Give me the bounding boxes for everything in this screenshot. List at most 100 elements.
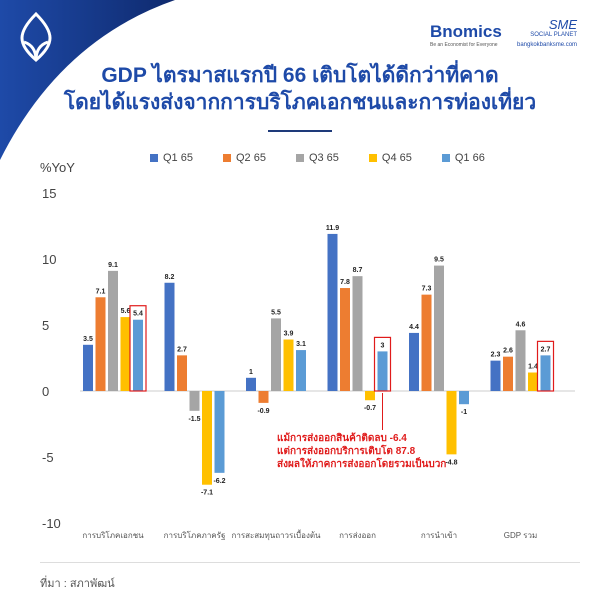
- bar: [446, 391, 457, 455]
- legend-label: Q1 66: [454, 152, 485, 164]
- legend-label: Q2 65: [235, 152, 266, 164]
- legend-swatch: [441, 154, 450, 162]
- data-label: 5.5: [271, 309, 281, 316]
- x-tick-label: การส่งออก: [339, 531, 376, 540]
- legend-item: Q2 65: [222, 152, 266, 164]
- data-label: -6.2: [213, 478, 225, 485]
- source-text: ที่มา : สภาพัฒน์: [40, 578, 115, 590]
- legend-swatch: [222, 154, 231, 162]
- x-tick-label: การบริโภคภาครัฐ: [164, 530, 226, 540]
- y-tick-label: -5: [42, 450, 54, 465]
- legend-label: Q4 65: [381, 152, 412, 164]
- bar: [258, 391, 269, 403]
- bar: [296, 350, 306, 391]
- bar: [108, 270, 118, 391]
- legend-item: Q1 66: [441, 152, 485, 164]
- data-label: 4.6: [516, 321, 526, 328]
- data-label: 3.1: [296, 341, 306, 348]
- sme-logo: SME SOCIAL PLANET bangkokbanksme.com: [517, 17, 578, 50]
- bank-logo-icon: [20, 11, 52, 62]
- bar: [434, 265, 444, 391]
- bar: [528, 372, 538, 391]
- data-label: 4.4: [409, 324, 419, 331]
- highlight-box: [536, 340, 555, 392]
- bar: [421, 294, 432, 391]
- annotation-note: แม้การส่งออกสินค้าติดลบ -6.4 แต่การส่งออ…: [277, 432, 446, 471]
- data-label: 5.6: [121, 308, 131, 315]
- data-label: -0.9: [257, 408, 269, 415]
- bar: [409, 332, 419, 391]
- page-title: GDP ไตรมาสแรกปี 66 เติบโตได้ดีกว่าที่คาด…: [0, 62, 600, 116]
- y-tick-label: 5: [42, 318, 49, 333]
- title-line-1: GDP ไตรมาสแรกปี 66 เติบโตได้ดีกว่าที่คาด: [101, 64, 499, 87]
- note-line: ส่งผลให้ภาคการส่งออกโดยรวมเป็นบวก: [277, 459, 447, 470]
- bnomics-tagline: Be an Economist for Everyone: [430, 42, 498, 48]
- data-label: 8.7: [353, 267, 363, 274]
- data-label: 1.4: [528, 364, 538, 371]
- bar: [377, 351, 388, 391]
- legend-swatch: [295, 154, 304, 162]
- bar: [120, 317, 131, 391]
- legend-item: Q4 65: [368, 152, 412, 164]
- data-label: -4.8: [445, 459, 457, 466]
- bar: [95, 297, 106, 391]
- legend-label: Q1 65: [163, 152, 193, 164]
- legend-item: Q1 65: [150, 152, 193, 164]
- data-label: 11.9: [326, 225, 339, 232]
- data-label: 3.9: [284, 331, 294, 338]
- x-tick-label: การนำเข้า: [421, 531, 457, 540]
- note-line: แม้การส่งออกสินค้าติดลบ -6.4: [277, 433, 407, 444]
- bar: [202, 391, 212, 485]
- data-label: 3.5: [83, 336, 93, 343]
- bar: [271, 318, 281, 391]
- sme-sub: SOCIAL PLANET: [530, 32, 578, 38]
- highlight-box: [373, 336, 392, 392]
- data-label: 8.2: [165, 274, 175, 281]
- bar: [189, 391, 200, 411]
- bar: [83, 344, 93, 391]
- sme-text: SME: [548, 17, 578, 32]
- x-tick-label: การบริโภคเอกชน: [82, 530, 144, 540]
- y-tick-label: -10: [42, 516, 61, 531]
- data-label: 7.8: [340, 279, 350, 286]
- bar: [246, 377, 256, 391]
- bar: [340, 288, 350, 391]
- data-label: -1: [461, 409, 467, 416]
- data-label: -1.5: [188, 416, 200, 423]
- y-axis-label: %YoY: [40, 160, 75, 175]
- legend: Q1 65 Q2 65 Q3 65 Q4 65 Q1 66: [150, 152, 485, 164]
- data-label: 9.1: [108, 262, 118, 269]
- footer-divider: [40, 562, 580, 563]
- sme-url: bangkokbanksme.com: [517, 42, 578, 48]
- x-tick-label: การสะสมทุนถาวรเบื้องต้น: [231, 529, 321, 540]
- legend-item: Q3 65: [295, 152, 339, 164]
- bar: [490, 360, 501, 391]
- bar: [214, 391, 225, 473]
- bar: [540, 355, 551, 391]
- legend-swatch: [150, 154, 158, 162]
- data-label: 7.3: [422, 286, 432, 293]
- bar: [327, 233, 338, 391]
- legend-swatch: [368, 154, 377, 162]
- bnomics-logo: Bnomics: [430, 22, 502, 41]
- bar: [133, 319, 143, 391]
- data-label: 2.3: [491, 352, 501, 359]
- y-tick-label: 15: [42, 186, 56, 201]
- data-label: 2.7: [177, 346, 187, 353]
- y-tick-label: 10: [42, 252, 56, 267]
- note-line: แต่การส่งออกบริการเติบโต 87.8: [277, 446, 416, 457]
- data-label: -0.7: [364, 405, 376, 412]
- data-label: -7.1: [201, 490, 213, 497]
- bar: [283, 339, 294, 391]
- bar: [515, 330, 526, 391]
- x-tick-label: GDP รวม: [504, 531, 537, 540]
- bar: [365, 391, 375, 401]
- bar: [503, 356, 513, 391]
- y-tick-label: 0: [42, 384, 49, 399]
- data-label: 9.5: [434, 257, 444, 264]
- data-label: 2.7: [541, 346, 551, 353]
- bar: [352, 276, 363, 391]
- data-label: 3: [381, 342, 385, 349]
